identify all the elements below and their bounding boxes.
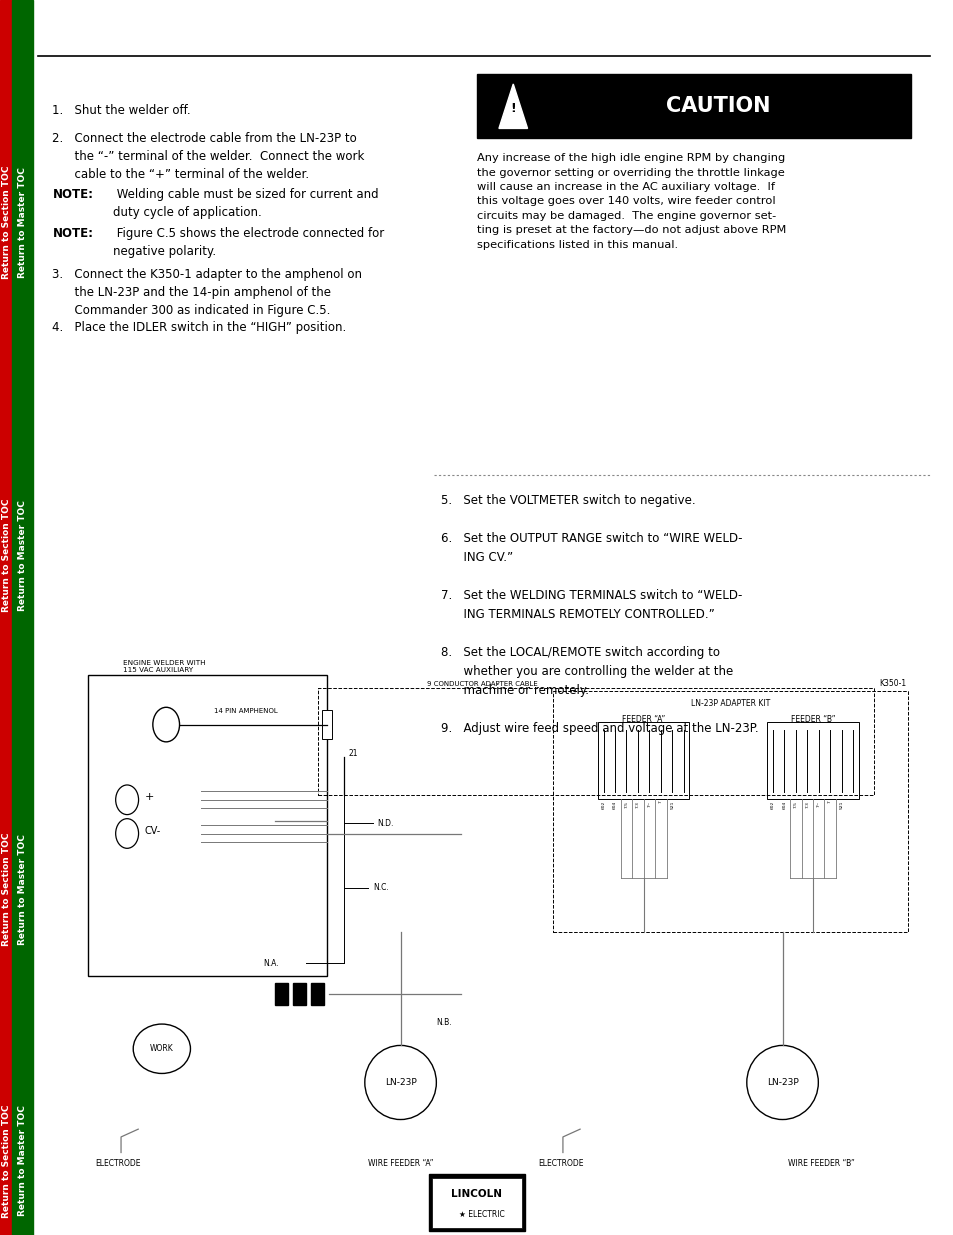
Text: 604: 604 — [781, 800, 785, 809]
Text: CV-: CV- — [144, 826, 160, 836]
Bar — [311, 983, 324, 1005]
Bar — [766, 722, 858, 799]
Text: 1.   Shut the welder off.: 1. Shut the welder off. — [52, 104, 191, 117]
Text: Figure C.5 shows the electrode connected for
negative polarity.: Figure C.5 shows the electrode connected… — [112, 227, 383, 258]
Text: ENGINE WELDER WITH
115 VAC AUXILIARY: ENGINE WELDER WITH 115 VAC AUXILIARY — [123, 659, 205, 673]
Text: FEEDER “B”: FEEDER “B” — [790, 715, 834, 724]
Text: 7.3: 7.3 — [804, 800, 808, 808]
Text: 521: 521 — [839, 800, 842, 809]
Text: CAUTION: CAUTION — [665, 96, 769, 116]
Text: ELECTRODE: ELECTRODE — [95, 1160, 141, 1168]
Text: 7: 7 — [659, 800, 662, 804]
Bar — [598, 722, 689, 799]
Bar — [429, 1174, 524, 1231]
Text: K350-1: K350-1 — [879, 679, 905, 688]
Bar — [274, 983, 288, 1005]
Text: NOTE:: NOTE: — [52, 188, 93, 201]
Text: WORK: WORK — [150, 1045, 173, 1053]
Text: Return to Section TOC: Return to Section TOC — [2, 499, 11, 613]
Text: LINCOLN: LINCOLN — [451, 1189, 502, 1199]
Text: WIRE FEEDER “A”: WIRE FEEDER “A” — [368, 1160, 433, 1168]
Bar — [0, 0, 12, 1235]
Text: LN-23P ADAPTER KIT: LN-23P ADAPTER KIT — [690, 699, 769, 709]
Bar — [476, 74, 910, 138]
Bar — [293, 983, 306, 1005]
Text: ELECTRODE: ELECTRODE — [537, 1160, 583, 1168]
Text: 604: 604 — [613, 800, 617, 809]
Text: Return to Section TOC: Return to Section TOC — [2, 165, 11, 279]
Text: 7.3: 7.3 — [636, 800, 639, 808]
Text: 9 CONDUCTOR ADAPTER CABLE: 9 CONDUCTOR ADAPTER CABLE — [426, 680, 537, 687]
Text: Return to Section TOC: Return to Section TOC — [2, 832, 11, 946]
Text: 7.5: 7.5 — [624, 800, 628, 808]
Text: ★ ELECTRIC: ★ ELECTRIC — [458, 1209, 504, 1219]
Text: N.C.: N.C. — [373, 883, 388, 893]
Text: 7~: 7~ — [816, 800, 820, 806]
Bar — [322, 710, 332, 740]
Bar — [552, 690, 907, 932]
Text: NOTE:: NOTE: — [52, 227, 93, 241]
Text: Return to Master TOC: Return to Master TOC — [18, 834, 28, 945]
Text: N.D.: N.D. — [377, 819, 394, 827]
Bar — [88, 676, 327, 976]
Bar — [12, 0, 33, 1235]
Text: 21: 21 — [349, 748, 358, 757]
Text: 14 PIN AMPHENOL: 14 PIN AMPHENOL — [213, 708, 277, 714]
Text: !: ! — [510, 103, 516, 115]
Bar — [431, 1178, 522, 1228]
Text: Return to Section TOC: Return to Section TOC — [2, 1104, 11, 1218]
Text: WIRE FEEDER “B”: WIRE FEEDER “B” — [787, 1160, 854, 1168]
Text: Return to Master TOC: Return to Master TOC — [18, 1105, 28, 1216]
Bar — [317, 688, 873, 794]
Text: 602: 602 — [601, 800, 605, 809]
Text: LN-23P: LN-23P — [384, 1078, 416, 1087]
Text: 602: 602 — [770, 800, 774, 809]
Text: 4.   Place the IDLER switch in the “HIGH” position.: 4. Place the IDLER switch in the “HIGH” … — [52, 321, 346, 335]
Text: Return to Master TOC: Return to Master TOC — [18, 500, 28, 611]
Text: Any increase of the high idle engine RPM by changing
the governor setting or ove: Any increase of the high idle engine RPM… — [476, 153, 785, 249]
Text: 7: 7 — [827, 800, 831, 804]
Text: Return to Master TOC: Return to Master TOC — [18, 167, 28, 278]
Text: N.A.: N.A. — [263, 958, 278, 968]
Text: 521: 521 — [670, 800, 674, 809]
Text: 3.   Connect the K350-1 adapter to the amphenol on
      the LN-23P and the 14-p: 3. Connect the K350-1 adapter to the amp… — [52, 268, 362, 317]
Text: +: + — [144, 793, 153, 803]
Text: 5.   Set the VOLTMETER switch to negative.

6.   Set the OUTPUT RANGE switch to : 5. Set the VOLTMETER switch to negative.… — [440, 494, 758, 735]
Text: FEEDER “A”: FEEDER “A” — [621, 715, 664, 724]
Text: Welding cable must be sized for current and
duty cycle of application.: Welding cable must be sized for current … — [112, 188, 377, 219]
Polygon shape — [498, 84, 527, 128]
Text: LN-23P: LN-23P — [766, 1078, 798, 1087]
Text: 7.5: 7.5 — [793, 800, 797, 808]
Text: 7~: 7~ — [647, 800, 651, 806]
Text: N.B.: N.B. — [436, 1018, 452, 1028]
Text: 2.   Connect the electrode cable from the LN-23P to
      the “-” terminal of th: 2. Connect the electrode cable from the … — [52, 132, 364, 182]
